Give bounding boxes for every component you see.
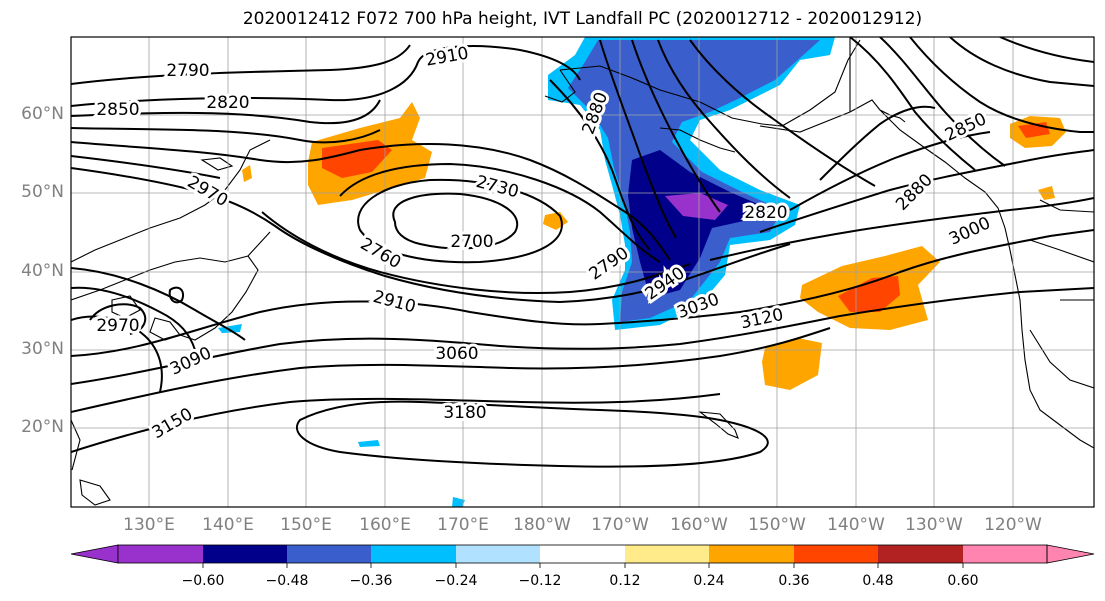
contour-label: 2820 <box>206 93 249 113</box>
lat-label: 50°N <box>21 182 64 202</box>
lon-label: 170°W <box>591 515 649 535</box>
colorbar-swatch <box>794 545 878 563</box>
contour-label: 3060 <box>435 344 478 364</box>
contour-label: 2820 <box>744 203 787 223</box>
colorbar-swatch <box>709 545 794 563</box>
lon-label: 150°E <box>280 515 332 535</box>
contour-label: 2850 <box>96 100 139 120</box>
colorbar-extend-low <box>70 544 119 564</box>
colorbar-swatch <box>625 545 709 563</box>
lon-label: 140°E <box>202 515 254 535</box>
map-title: 2020012412 F072 700 hPa height, IVT Land… <box>242 9 923 29</box>
colorbar-label: 0.12 <box>609 573 641 589</box>
colorbar-swatch <box>540 545 625 563</box>
colorbar-swatch <box>203 545 287 563</box>
colorbar-label: −0.12 <box>518 573 562 589</box>
colorbar-label: 0.60 <box>947 573 979 589</box>
colorbar-label: −0.36 <box>349 573 393 589</box>
colorbar-swatch <box>963 545 1047 563</box>
colorbar-label: 0.24 <box>693 573 725 589</box>
lon-label: 150°W <box>748 515 806 535</box>
lon-label: 140°W <box>827 515 885 535</box>
colorbar-swatch <box>878 545 963 563</box>
coastlines <box>71 37 1094 506</box>
lon-label: 170°E <box>437 515 489 535</box>
colorbar-label: 0.48 <box>862 573 894 589</box>
lat-label: 60°N <box>21 104 64 124</box>
colorbar-label: −0.48 <box>265 573 309 589</box>
lat-label: 30°N <box>21 339 64 359</box>
map-frame <box>70 36 1095 508</box>
colorbar-extend-high <box>1046 544 1095 564</box>
colorbar-label: 0.36 <box>778 573 810 589</box>
contour-label: 2790 <box>166 61 209 81</box>
height-contours <box>71 37 1094 468</box>
colorbar-swatch <box>118 545 203 563</box>
colorbar-swatch <box>371 545 456 563</box>
colorbar-swatch <box>287 545 371 563</box>
contour-label: 3180 <box>443 403 486 423</box>
lon-label: 130°E <box>123 515 175 535</box>
lon-label: 120°W <box>984 515 1042 535</box>
lon-label: 180°W <box>513 515 571 535</box>
colorbar <box>70 544 1095 568</box>
lon-label: 160°E <box>359 515 411 535</box>
lon-label: 130°W <box>905 515 963 535</box>
contour-label: 2970 <box>96 316 139 336</box>
contour-label: 2700 <box>450 232 493 252</box>
map-plot-area: 2790 2820 2850 2910 2880 2970 2730 2700 … <box>71 37 1094 507</box>
lon-label: 160°W <box>670 515 728 535</box>
colorbar-label: −0.24 <box>434 573 478 589</box>
lat-label: 40°N <box>21 261 64 281</box>
lat-label: 20°N <box>21 417 64 437</box>
colorbar-label: −0.60 <box>181 573 225 589</box>
graticule <box>71 37 1094 507</box>
colorbar-swatch <box>456 545 540 563</box>
